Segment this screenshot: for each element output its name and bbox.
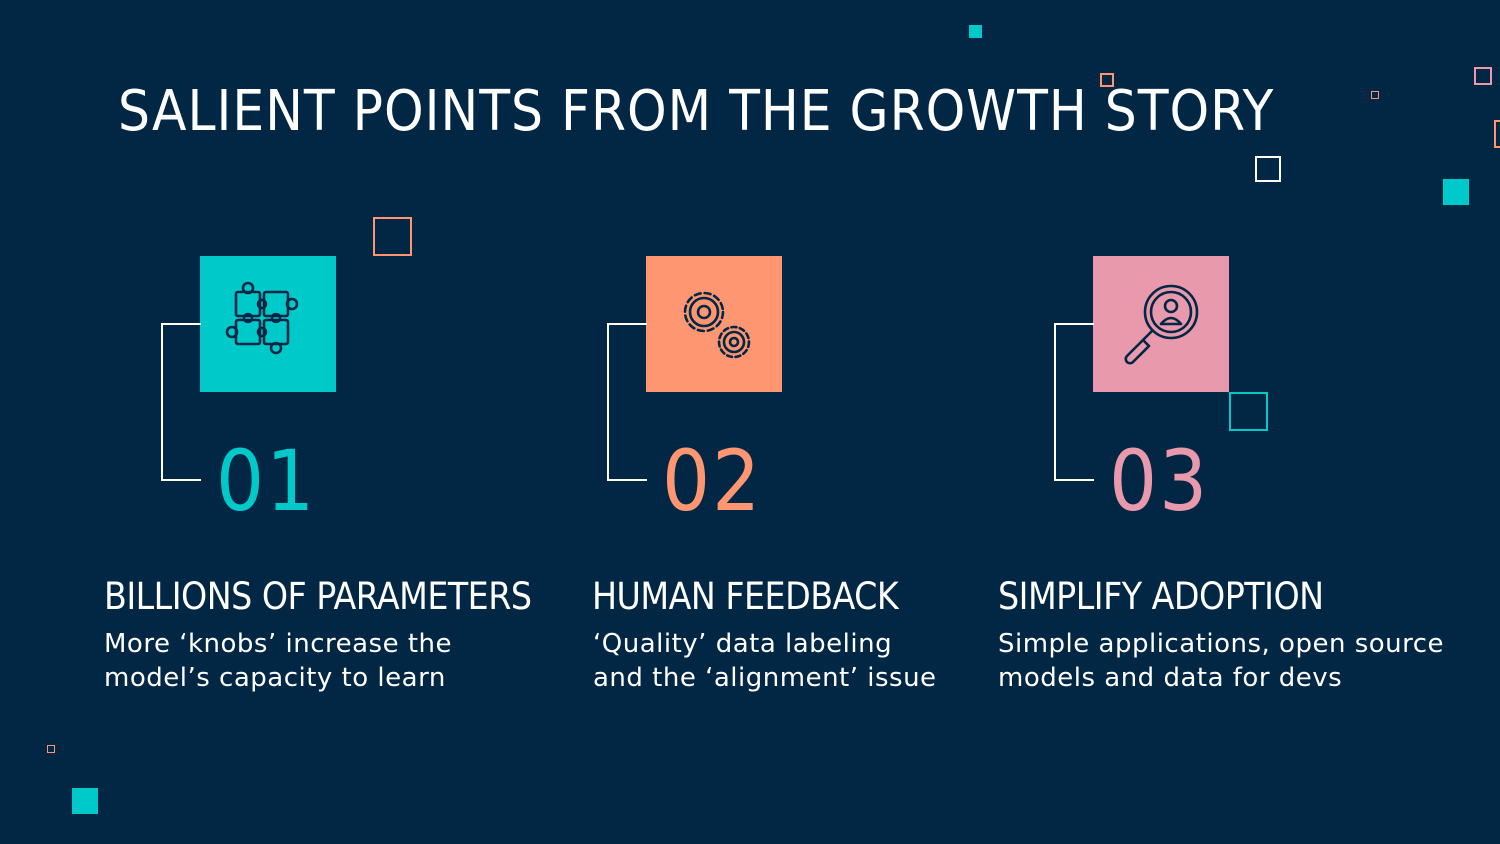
deco-square [1474, 67, 1492, 85]
deco-square [1443, 179, 1469, 205]
deco-square [1371, 91, 1379, 99]
item-heading: BILLIONS OF PARAMETERS [104, 575, 532, 618]
item-description: Simple applications, open source models … [998, 627, 1468, 695]
description-line: model’s capacity to learn [104, 663, 446, 693]
item-number: 03 [1109, 432, 1210, 530]
item-description: More ‘knobs’ increase the model’s capaci… [104, 627, 544, 695]
deco-square [1229, 392, 1268, 431]
connector-line [607, 323, 647, 481]
icon-tile-pink [1093, 256, 1229, 392]
deco-square [47, 745, 55, 753]
icon-tile-teal [200, 256, 336, 392]
deco-square [1255, 156, 1281, 182]
deco-square [72, 788, 98, 814]
description-line: models and data for devs [998, 663, 1343, 693]
item-number: 02 [662, 432, 763, 530]
slide-title: SALIENT POINTS FROM THE GROWTH STORY [118, 79, 1275, 144]
description-line: More ‘knobs’ increase the [104, 629, 453, 659]
item-heading: HUMAN FEEDBACK [592, 575, 899, 618]
icon-tile-salmon [646, 256, 782, 392]
description-line: ‘Quality’ data labeling [593, 629, 893, 659]
connector-line [1054, 323, 1094, 481]
magnifier-user-icon [1124, 284, 1199, 365]
item-heading: SIMPLIFY ADOPTION [998, 575, 1324, 618]
description-line: Simple applications, open source [998, 629, 1445, 659]
item-description: ‘Quality’ data labeling and the ‘alignme… [593, 627, 1033, 695]
deco-square [1494, 120, 1500, 148]
deco-square [1100, 73, 1114, 87]
deco-square [373, 217, 412, 256]
connector-line [161, 323, 201, 481]
description-line: and the ‘alignment’ issue [593, 663, 937, 693]
puzzle-icon [225, 281, 299, 355]
gears-icon [683, 291, 751, 359]
item-number: 01 [216, 432, 317, 530]
deco-square [969, 25, 982, 38]
